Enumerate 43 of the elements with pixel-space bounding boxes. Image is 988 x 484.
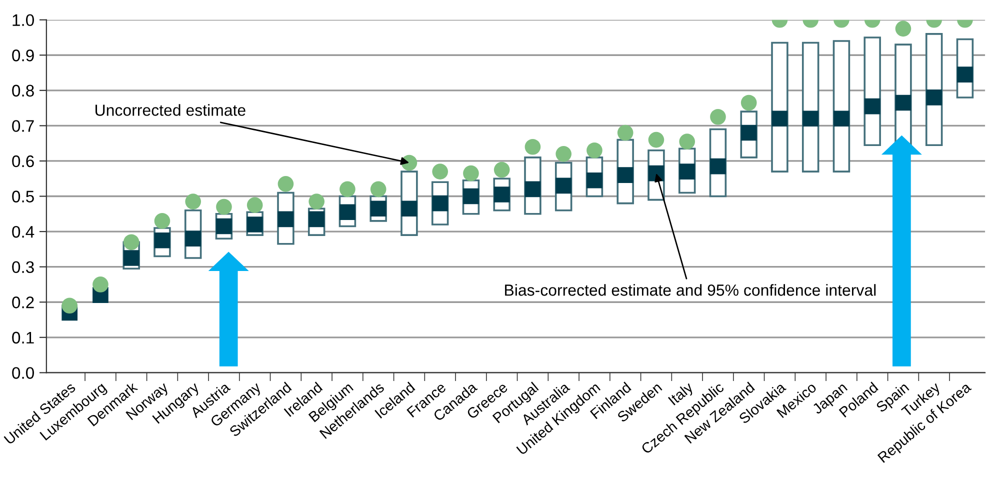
point: [740, 94, 757, 111]
point: [524, 138, 541, 155]
point: [710, 158, 726, 174]
point: [834, 110, 850, 127]
point: [772, 110, 788, 127]
y-tick-label: 0.4: [12, 226, 34, 238]
y-tick-label: 0.7: [12, 120, 34, 132]
point: [185, 194, 202, 210]
y-tick-label: 0.3: [12, 261, 34, 274]
point: [556, 146, 572, 162]
point: [92, 276, 108, 292]
point: [278, 176, 294, 192]
point: [340, 181, 356, 198]
point: [895, 94, 912, 111]
point: [710, 108, 726, 125]
point: [370, 181, 386, 198]
point: [308, 194, 325, 210]
point: [463, 165, 479, 182]
annotation: Uncorrected estimate: [96, 104, 246, 116]
point: [864, 98, 880, 114]
point: [648, 132, 664, 148]
y-tick-label: 0.9: [12, 50, 34, 62]
y-tick-label: 0.1: [12, 332, 34, 344]
y-tick-label: 0.2: [12, 296, 34, 308]
point: [926, 90, 942, 106]
point: [154, 213, 170, 229]
y-tick-label: 0.6: [12, 155, 34, 168]
point: [62, 298, 78, 314]
point: [216, 198, 232, 215]
point: [802, 110, 819, 127]
point: [123, 234, 140, 250]
point: [617, 124, 634, 141]
point: [432, 164, 448, 180]
annotation: Bias-corrected estimate and 95% confidence interval: [505, 284, 876, 296]
point: [586, 142, 602, 158]
point: [246, 197, 263, 213]
y-tick-label: 0.5: [12, 190, 34, 202]
y-tick-label: 1.0: [12, 14, 34, 26]
point: [679, 134, 696, 150]
y-tick-label: 0.8: [12, 84, 34, 97]
point: [895, 20, 912, 37]
point: [494, 162, 510, 178]
y-tick-label: 0.0: [12, 367, 34, 379]
